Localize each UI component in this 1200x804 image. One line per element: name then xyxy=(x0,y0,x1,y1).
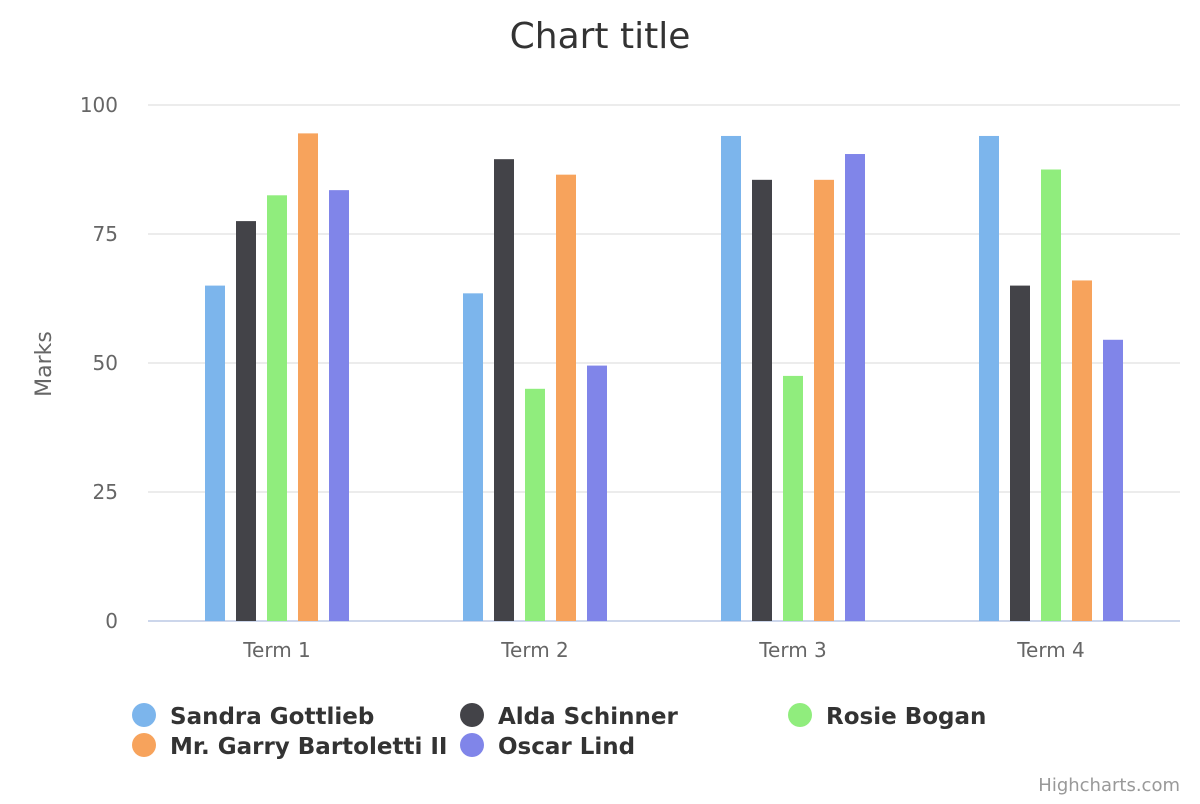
legend-marker xyxy=(132,733,156,757)
bar[interactable] xyxy=(752,179,772,621)
bar[interactable] xyxy=(205,285,225,621)
y-tick-label: 100 xyxy=(80,93,118,117)
bar[interactable] xyxy=(814,179,834,621)
y-tick-label: 25 xyxy=(93,480,118,504)
bar[interactable] xyxy=(587,365,607,621)
legend-marker xyxy=(132,703,156,727)
bar[interactable] xyxy=(1041,169,1061,622)
bar[interactable] xyxy=(463,293,483,621)
bar[interactable] xyxy=(845,154,865,621)
bar[interactable] xyxy=(329,190,349,621)
bar[interactable] xyxy=(298,133,318,621)
bar[interactable] xyxy=(1103,339,1123,621)
bars xyxy=(205,133,1123,622)
x-tick-label: Term 3 xyxy=(758,638,827,662)
legend-label: Rosie Bogan xyxy=(826,704,986,730)
x-tick-label: Term 4 xyxy=(1016,638,1085,662)
legend-label: Oscar Lind xyxy=(498,734,635,760)
legend-item[interactable]: Sandra Gottlieb xyxy=(132,703,374,730)
y-tick-label: 75 xyxy=(93,222,118,246)
legend-item[interactable]: Oscar Lind xyxy=(460,733,635,760)
x-tick-label: Term 2 xyxy=(500,638,569,662)
legend[interactable]: Sandra Gottlieb Alda Schinner Rosie Bogan M… xyxy=(132,703,986,760)
legend-item[interactable]: Mr. Garry Bartoletti II xyxy=(132,733,447,760)
bar[interactable] xyxy=(556,174,576,621)
x-tick-label: Term 1 xyxy=(242,638,311,662)
bar[interactable] xyxy=(525,388,545,621)
y-tick-label: 50 xyxy=(93,351,118,375)
bar[interactable] xyxy=(236,221,256,621)
legend-label: Alda Schinner xyxy=(498,704,678,730)
legend-item[interactable]: Rosie Bogan xyxy=(788,703,986,730)
bar[interactable] xyxy=(494,159,514,621)
legend-marker xyxy=(460,703,484,727)
x-axis-ticks: Term 1 Term 2 Term 3 Term 4 xyxy=(242,638,1085,662)
bar[interactable] xyxy=(1072,280,1092,621)
legend-label: Sandra Gottlieb xyxy=(170,704,374,730)
y-tick-label: 0 xyxy=(105,609,118,633)
bar[interactable] xyxy=(1010,285,1030,621)
y-axis-ticks: 0 25 50 75 100 xyxy=(80,93,118,633)
legend-label: Mr. Garry Bartoletti II xyxy=(170,734,447,760)
y-axis-title: Marks xyxy=(32,331,57,397)
bar[interactable] xyxy=(267,195,287,622)
legend-marker xyxy=(460,733,484,757)
bar[interactable] xyxy=(783,375,803,621)
chart-title: Chart title xyxy=(510,16,691,57)
legend-marker xyxy=(788,703,812,727)
legend-item[interactable]: Alda Schinner xyxy=(460,703,678,730)
bar[interactable] xyxy=(979,135,999,621)
gridlines xyxy=(148,104,1180,622)
credits-link[interactable]: Highcharts.com xyxy=(1038,775,1180,796)
bar[interactable] xyxy=(721,135,741,621)
